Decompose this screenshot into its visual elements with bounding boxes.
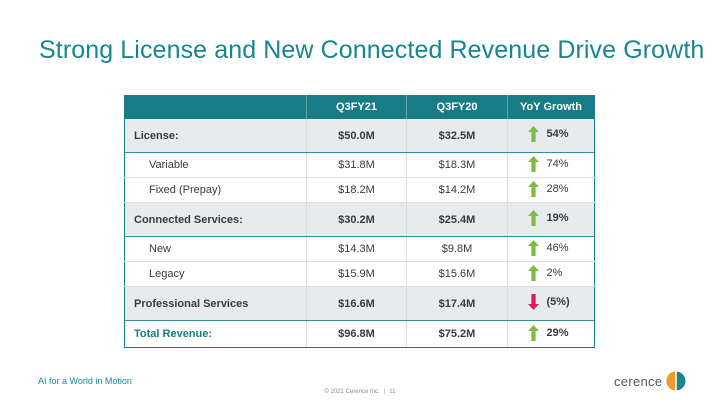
copyright-footer: © 2021 Cerence Inc. | 11 <box>0 389 720 395</box>
down-arrow-icon <box>527 294 539 310</box>
revenue-table: Q3FY21 Q3FY20 YoY Growth License: $50.0M $… <box>124 95 595 348</box>
row-label: Connected Services: <box>124 202 307 237</box>
up-arrow-icon <box>527 126 539 142</box>
up-arrow-icon <box>527 155 539 172</box>
yoy-growth: 29% <box>527 324 575 341</box>
up-arrow-icon <box>527 264 539 281</box>
copyright-text: © 2021 Cerence Inc. <box>324 389 380 395</box>
yoy-value: 2% <box>546 266 563 279</box>
yoy-growth: 46% <box>527 239 575 256</box>
yoy-growth: 28% <box>527 180 575 197</box>
yoy-cell: 54% <box>507 119 595 153</box>
page-number: 11 <box>389 389 396 395</box>
yoy-value: (5%) <box>546 296 570 308</box>
header-label <box>124 95 307 119</box>
cerence-logo-icon <box>666 371 686 391</box>
header-q3fy20: Q3FY20 <box>406 95 508 119</box>
table-row: License: $50.0M $32.5M 54% <box>124 119 595 153</box>
company-logo: cerence <box>614 371 686 391</box>
row-label: Legacy <box>124 261 307 287</box>
table-row: Connected Services: $30.2M $25.4M 19% <box>124 202 595 237</box>
table-row: Variable $31.8M $18.3M 74% <box>124 152 595 178</box>
yoy-cell: 2% <box>507 261 595 287</box>
yoy-growth: 2% <box>527 264 575 281</box>
yoy-value: 74% <box>546 157 569 170</box>
q3fy20-value: $32.5M <box>406 119 508 153</box>
q3fy21-value: $96.8M <box>306 320 407 348</box>
up-arrow-icon <box>527 210 539 226</box>
table-row: Legacy $15.9M $15.6M 2% <box>124 261 595 287</box>
header-yoy-growth: YoY Growth <box>507 95 595 119</box>
q3fy20-value: $18.3M <box>406 152 508 178</box>
yoy-value: 54% <box>546 128 569 140</box>
q3fy21-value: $30.2M <box>306 202 407 237</box>
yoy-cell: (5%) <box>507 286 595 321</box>
slide-title: Strong License and New Connected Revenue… <box>39 36 705 64</box>
yoy-growth: 19% <box>527 210 575 226</box>
yoy-value: 29% <box>546 326 569 339</box>
table-row: Fixed (Prepay) $18.2M $14.2M 28% <box>124 177 595 203</box>
yoy-value: 46% <box>546 241 569 254</box>
q3fy21-value: $31.8M <box>306 152 407 178</box>
q3fy20-value: $17.4M <box>406 286 508 321</box>
yoy-growth: 54% <box>527 126 575 142</box>
q3fy20-value: $15.6M <box>406 261 508 287</box>
header-q3fy21: Q3FY21 <box>306 95 407 119</box>
up-arrow-icon <box>527 180 539 197</box>
logo-text: cerence <box>614 373 663 389</box>
table-header-row: Q3FY21 Q3FY20 YoY Growth <box>124 95 595 119</box>
tagline: AI for a World in Motion <box>38 376 132 386</box>
q3fy20-value: $9.8M <box>406 236 508 262</box>
q3fy21-value: $18.2M <box>306 177 407 203</box>
row-label: Variable <box>124 152 307 178</box>
yoy-cell: 19% <box>507 202 595 237</box>
q3fy20-value: $75.2M <box>406 320 508 348</box>
table-row: Professional Services $16.6M $17.4M (5%) <box>124 286 595 321</box>
yoy-cell: 46% <box>507 236 595 262</box>
q3fy21-value: $50.0M <box>306 119 407 153</box>
row-label: Total Revenue: <box>124 320 307 348</box>
q3fy21-value: $15.9M <box>306 261 407 287</box>
separator: | <box>383 389 386 395</box>
yoy-cell: 29% <box>507 320 595 348</box>
yoy-cell: 74% <box>507 152 595 178</box>
up-arrow-icon <box>527 324 539 341</box>
row-label: Fixed (Prepay) <box>124 177 307 203</box>
yoy-cell: 28% <box>507 177 595 203</box>
yoy-value: 28% <box>546 182 569 195</box>
q3fy21-value: $16.6M <box>306 286 407 321</box>
q3fy20-value: $25.4M <box>406 202 508 237</box>
table-row: New $14.3M $9.8M 46% <box>124 236 595 262</box>
q3fy21-value: $14.3M <box>306 236 407 262</box>
row-label: Professional Services <box>124 286 307 321</box>
row-label: New <box>124 236 307 262</box>
yoy-growth: (5%) <box>527 294 575 310</box>
yoy-growth: 74% <box>527 155 575 172</box>
yoy-value: 19% <box>546 212 569 224</box>
table-row: Total Revenue: $96.8M $75.2M 29% <box>124 320 595 348</box>
q3fy20-value: $14.2M <box>406 177 508 203</box>
row-label: License: <box>124 119 307 153</box>
up-arrow-icon <box>527 239 539 256</box>
